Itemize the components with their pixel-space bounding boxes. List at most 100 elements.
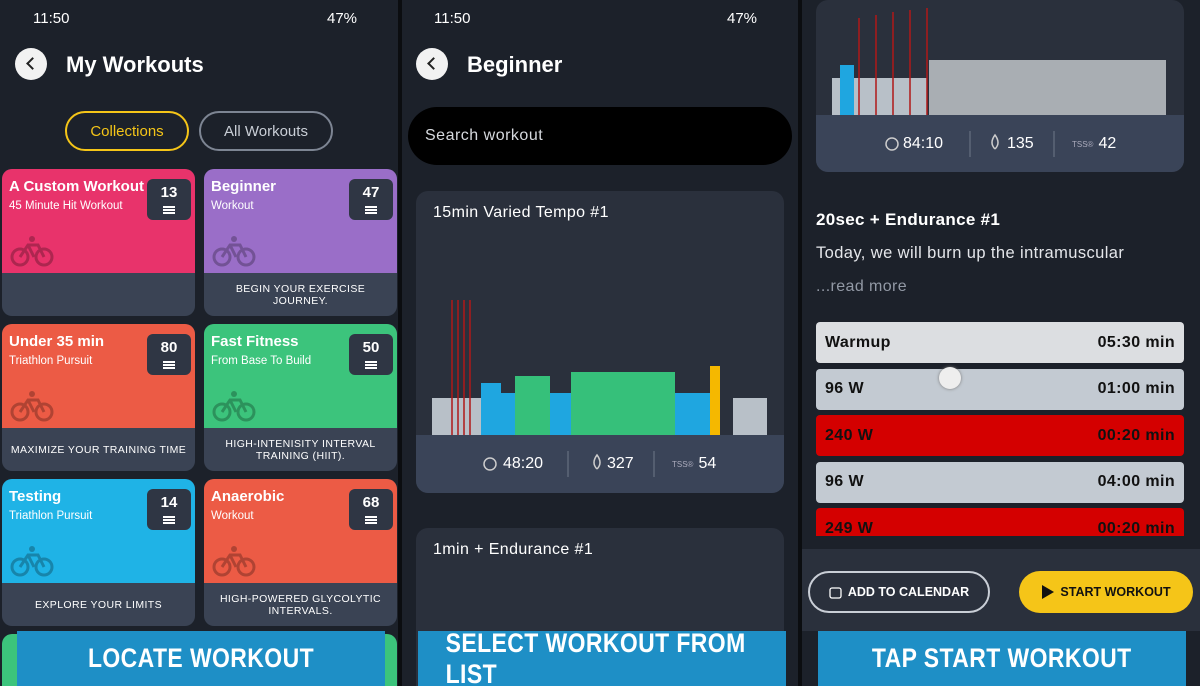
caption-text: TAP START WORKOUT [872, 643, 1132, 673]
count-badge: 80 [147, 334, 191, 375]
search-placeholder: Search workout [425, 127, 544, 144]
tss-value: 42 [1098, 135, 1117, 152]
card-subtitle: Triathlon Pursuit [9, 510, 93, 522]
stat-duration: 84:10 [903, 135, 944, 152]
collection-card[interactable]: Beginner Workout 47 BEGIN YOUR EXERCISE JOU… [204, 169, 397, 316]
search-box[interactable]: Search workout [408, 107, 792, 165]
stat-tss: TSS® 42 [1072, 135, 1116, 153]
collection-card[interactable]: Anaerobic Workout 68 HIGH-POWERED GLYCOLYTI… [204, 479, 397, 626]
touch-indicator [939, 367, 961, 389]
button-label: ADD TO CALENDAR [847, 585, 970, 599]
tss-label: TSS® [1072, 139, 1094, 149]
tss-label: TSS® [672, 459, 694, 469]
card-footer: HIGH-INTENISITY INTERVAL TRAINING (HIIT)… [225, 437, 376, 462]
card-subtitle: Workout [211, 510, 254, 522]
card-footer: MAXIMIZE YOUR TRAINING TIME [10, 443, 187, 456]
caption: SELECT WORKOUT FROM LIST [418, 627, 786, 686]
interval-row: 96 W 04:00 min [816, 461, 1184, 503]
card-title: Under 35 min [9, 333, 105, 350]
stat-tss: TSS® 54 [672, 455, 716, 473]
list-icon [365, 516, 377, 518]
count-badge: 50 [349, 334, 393, 375]
workout-description: Today, we will burn up the intramuscular [816, 244, 1125, 262]
calendar-icon [829, 586, 842, 599]
workout-title: 20sec + Endurance #1 [816, 210, 1001, 229]
bike-icon [10, 236, 54, 267]
list-icon [365, 206, 377, 208]
panel-my-workouts: 11:50 47% My Workouts Collections All Wo… [0, 0, 398, 686]
status-time: 11:50 [33, 10, 70, 27]
card-footer: BEGIN YOUR EXERCISE JOURNEY. [235, 282, 366, 307]
card-title: Fast Fitness [211, 333, 299, 350]
panel-workout-detail: 84:10 135 TSS® 42 20sec + Endurance #1 To… [802, 0, 1200, 686]
add-to-calendar-button[interactable]: ADD TO CALENDAR [808, 571, 990, 613]
interval-label: Warmup [825, 333, 891, 351]
interval-row: 249 W 00:20 min [816, 508, 1184, 536]
count-badge: 68 [349, 489, 393, 530]
panel-beginner: 11:50 47% Beginner Search workout 15min … [402, 0, 798, 686]
interval-duration: 00:20 min [1097, 426, 1175, 444]
card-footer: HIGH-POWERED GLYCOLYTIC INTERVALS. [219, 592, 382, 617]
card-title: Testing [9, 488, 62, 505]
caption-text: SELECT WORKOUT FROM LIST [445, 627, 746, 686]
count: 13 [160, 184, 178, 201]
interval-label: 96 W [825, 473, 864, 490]
interval-duration: 01:00 min [1097, 380, 1175, 397]
list-icon [163, 361, 175, 363]
card-title: Beginner [211, 178, 277, 195]
button-label: START WORKOUT [1060, 585, 1171, 599]
interval-list: Warmup 05:30 min 96 W 01:00 min 240 W 00:20 m… [816, 322, 1184, 536]
caption: TAP START WORKOUT [818, 631, 1186, 686]
list-icon [163, 516, 175, 518]
card-subtitle: 45 Minute Hit Workout [9, 200, 123, 212]
workout-card[interactable]: 15min Varied Tempo #1 48:20 327 TSS® 54 [416, 191, 784, 493]
interval-duration: 00:20 min [1097, 519, 1175, 537]
status-battery: 47% [327, 10, 358, 27]
stat-calories: 327 [607, 455, 634, 472]
card-footer: EXPLORE YOUR LIMITS [34, 598, 163, 611]
tab[interactable]: Collections [65, 111, 189, 151]
workout-profile [416, 300, 784, 493]
tab[interactable]: All Workouts [199, 111, 333, 151]
workout-title: 1min + Endurance #1 [433, 541, 594, 558]
collection-card[interactable]: A Custom Workout 45 Minute Hit Workout 13 [2, 169, 195, 316]
count: 47 [362, 184, 380, 201]
bike-icon [10, 546, 54, 577]
back-button[interactable] [416, 48, 448, 80]
stat-duration: 48:20 [503, 455, 544, 472]
bike-icon [10, 391, 54, 422]
interval-duration: 04:00 min [1097, 473, 1175, 490]
caption-text: LOCATE WORKOUT [87, 643, 315, 673]
count-badge: 47 [349, 179, 393, 220]
count: 80 [160, 339, 178, 356]
stat-calories: 135 [1007, 135, 1034, 152]
status-battery: 47% [727, 10, 758, 27]
card-subtitle: From Base To Build [211, 355, 312, 367]
interval-duration: 05:30 min [1097, 333, 1175, 351]
collection-card[interactable]: Fast Fitness From Base To Build 50 HIGH-INT… [204, 324, 397, 471]
bike-icon [212, 391, 256, 422]
workout-title: 15min Varied Tempo #1 [433, 204, 609, 221]
workout-profile [816, 0, 1184, 172]
card-subtitle: Triathlon Pursuit [9, 355, 93, 367]
count-badge: 13 [147, 179, 191, 220]
card-title: Anaerobic [211, 488, 285, 505]
interval-label: 240 W [825, 426, 874, 444]
read-more[interactable]: ...read more [816, 278, 908, 295]
play-icon [1042, 585, 1055, 599]
count: 50 [362, 339, 380, 356]
card-title: A Custom Workout [9, 178, 144, 195]
page-title: My Workouts [66, 52, 204, 77]
interval-row: 96 W 01:00 min [816, 368, 1184, 410]
collection-card[interactable]: Testing Triathlon Pursuit 14 EXPLORE YOUR L… [2, 479, 195, 626]
collection-card[interactable]: Under 35 min Triathlon Pursuit 80 MAXIMIZE … [2, 324, 195, 471]
start-workout-button[interactable]: START WORKOUT [1019, 571, 1193, 613]
status-time: 11:50 [434, 10, 471, 27]
interval-row: Warmup 05:30 min [816, 322, 1184, 363]
caption: LOCATE WORKOUT [17, 631, 385, 686]
page-title: Beginner [467, 52, 563, 77]
bike-icon [212, 236, 256, 267]
count: 68 [362, 494, 380, 511]
back-button[interactable] [15, 48, 47, 80]
